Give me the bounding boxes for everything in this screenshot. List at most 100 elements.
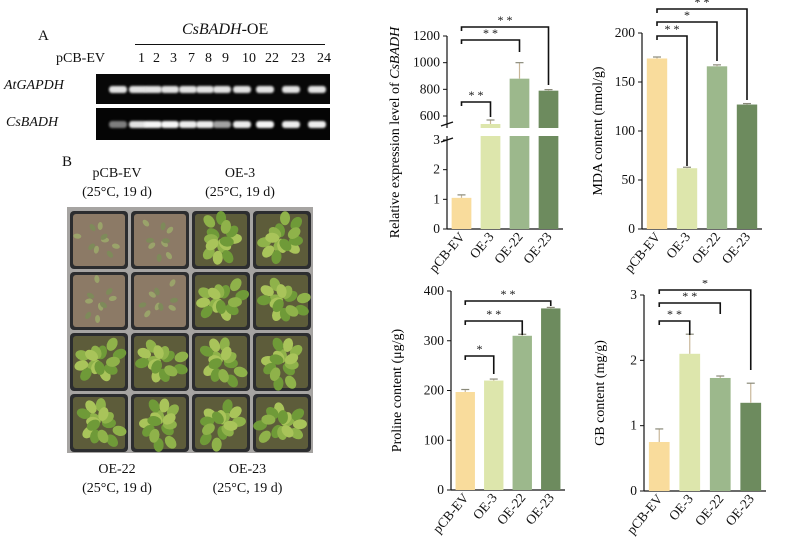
y-axis-label: Proline content (μg/g) (390, 328, 405, 452)
significance-mark: * * (483, 26, 498, 40)
leaf (280, 211, 291, 226)
leaf (90, 429, 101, 444)
gel-band (144, 86, 162, 93)
bar-OE-22 (706, 66, 728, 229)
y-tick-label: 0 (433, 221, 440, 236)
leaf (261, 414, 276, 425)
leaf (295, 304, 309, 316)
leaf (203, 215, 216, 228)
leaf (98, 407, 109, 421)
leaf (199, 345, 214, 357)
gel-band (308, 86, 326, 93)
y-tick-label: 100 (424, 432, 445, 447)
significance-bracket (460, 39, 521, 52)
y-tick-label: 0 (630, 483, 637, 498)
leaf (89, 223, 96, 232)
y-tick-label: 200 (424, 383, 445, 398)
leaf (260, 285, 274, 297)
bar-pCB-EV (451, 197, 472, 229)
significance-mark: * * (695, 0, 710, 9)
gel-band (161, 121, 179, 128)
leaf (74, 360, 89, 371)
significance-bracket (656, 8, 748, 100)
soil (73, 275, 125, 327)
leaf (279, 238, 292, 252)
y-tick-label: 150 (615, 74, 636, 89)
significance-bracket (658, 289, 752, 370)
x-tick-label: OE-22 (494, 490, 529, 527)
leaf (149, 428, 160, 443)
y-tick-label: 2 (433, 162, 440, 177)
lane-label: 7 (188, 51, 195, 66)
y-axis-label: GB content (mg/g) (593, 340, 608, 446)
leaf (112, 425, 127, 437)
x-tick-label: OE-22 (692, 491, 727, 528)
y-axis-label: MDA content (nmol/g) (591, 66, 606, 195)
leaf (170, 297, 178, 303)
leaf (137, 347, 152, 359)
leaf (111, 243, 120, 249)
photo-label-oe3: OE-3 (25°C, 19 d) (185, 164, 295, 202)
significance-bracket (460, 101, 492, 117)
y-axis-label-gene: CsBADH (388, 26, 403, 79)
leaf (144, 310, 151, 318)
x-tick-label: OE-23 (522, 490, 557, 527)
lane-label: 22 (265, 51, 279, 66)
significance-bracket (658, 302, 722, 314)
leaf (174, 351, 189, 363)
leaf (160, 222, 166, 231)
leaf (219, 236, 234, 247)
leaf (277, 410, 288, 425)
leaf (269, 367, 281, 382)
bar-OE-22 (512, 335, 532, 490)
leaf (211, 437, 222, 452)
gel-image-gapdh (96, 74, 330, 104)
leaf (169, 279, 176, 287)
leaf (220, 346, 232, 361)
photo-label-name: OE-3 (224, 166, 256, 181)
leaf (148, 399, 160, 413)
axis-break-mark (440, 121, 454, 127)
leaf (158, 302, 164, 311)
leaf (296, 292, 311, 304)
significance-mark: * * (498, 13, 513, 27)
gel-band (161, 86, 179, 93)
leaf (291, 408, 305, 421)
significance-mark: * * (486, 307, 501, 321)
significance-mark: * (702, 280, 708, 290)
leaf (290, 428, 303, 440)
lane-label: 1 (138, 51, 145, 66)
leaf (166, 226, 174, 234)
photo-label-condition: (25°C, 19 d) (82, 185, 152, 200)
y-axis-label-text: Relative expression level of (388, 79, 403, 238)
leaf (148, 242, 156, 249)
gel-image-badh (96, 108, 330, 140)
leaf (258, 430, 271, 443)
leaf (220, 219, 231, 234)
lane-label: pCB-EV (56, 51, 105, 66)
photo-label-oe23: OE-23 (25°C, 19 d) (190, 460, 305, 498)
leaf (272, 337, 284, 352)
leaf (76, 408, 91, 419)
leaf (265, 232, 280, 243)
gel-band (196, 121, 214, 128)
leaf (199, 432, 212, 446)
leaf (97, 429, 109, 444)
soil (134, 214, 186, 266)
gel-band (308, 121, 326, 128)
bar-OE-22 (709, 377, 731, 491)
y-tick-label: 0 (437, 482, 444, 497)
x-tick-label: OE-23 (520, 229, 555, 266)
axis-break-gap (439, 128, 559, 136)
gel-band (179, 86, 197, 93)
leaf (95, 314, 101, 323)
leaf (276, 284, 287, 298)
lane-labels: pCB-EV 1 2 3 7 8 9 10 22 23 24 (4, 51, 384, 73)
y-tick-label: 100 (615, 123, 636, 138)
leaf (85, 311, 92, 319)
leaf (290, 216, 303, 230)
photo-label-pcb: pCB-EV (25°C, 19 d) (62, 164, 172, 202)
leaf (285, 305, 299, 317)
